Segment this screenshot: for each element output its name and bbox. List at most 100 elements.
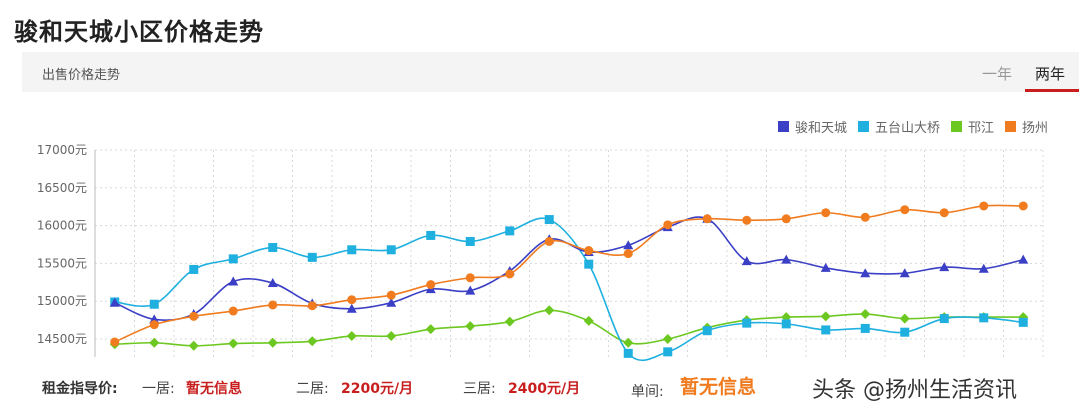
- legend-item-hanjiang[interactable]: 邗江: [951, 117, 994, 136]
- series-0-point: [109, 297, 120, 307]
- series-1-point: [1018, 317, 1028, 327]
- two-room-value: 2200元/月: [341, 381, 414, 397]
- chart-legend: 骏和天城 五台山大桥 邗江 扬州: [778, 117, 1059, 136]
- series-1-point: [584, 259, 594, 269]
- price-trend-tabbar: 出售价格走势 一年 两年: [22, 52, 1079, 92]
- series-1-point: [979, 313, 989, 323]
- legend-item-junhe[interactable]: 骏和天城: [778, 117, 847, 136]
- series-2-point: [504, 316, 515, 327]
- y-tick-label: 15000元: [37, 294, 87, 308]
- y-tick-label: 16000元: [37, 219, 87, 233]
- series-1-point: [939, 314, 949, 324]
- series-0-point: [228, 276, 239, 286]
- series-0-point: [860, 268, 871, 278]
- series-2-point: [346, 330, 357, 341]
- series-3-point: [781, 214, 791, 224]
- legend-label: 邗江: [968, 121, 995, 136]
- series-1-point: [228, 254, 238, 264]
- series-3-point: [1018, 201, 1028, 211]
- series-1-point: [189, 264, 199, 274]
- series-2-point: [307, 336, 318, 347]
- series-2-point: [386, 330, 397, 341]
- two-room-label: 二居:: [296, 381, 329, 397]
- series-3-point: [979, 201, 989, 211]
- tab-two-years[interactable]: 两年: [1035, 65, 1066, 83]
- legend-swatch: [858, 121, 870, 132]
- series-0-point: [1018, 254, 1029, 264]
- price-trend-chart: 14500元 15000元 15500元 16000元 16500元 17000元: [37, 143, 1044, 362]
- series-2-point: [544, 305, 555, 316]
- series-0-point: [267, 278, 278, 288]
- series-0-point: [346, 303, 357, 313]
- series-3-point: [110, 337, 120, 347]
- series-0-point: [741, 256, 752, 266]
- series-1-point: [465, 236, 475, 246]
- series-3-point: [663, 220, 673, 230]
- series-1-point: [386, 245, 396, 255]
- series-3-point: [584, 246, 594, 256]
- series-2-point: [583, 315, 594, 326]
- series-0-point: [939, 262, 950, 272]
- series-0-point: [978, 263, 989, 273]
- series-1-point: [426, 230, 436, 240]
- series-1-point: [821, 325, 831, 335]
- tabbar-label: 出售价格走势: [42, 68, 121, 83]
- legend-item-wutaishan[interactable]: 五台山大桥: [858, 117, 940, 136]
- series-2-point: [149, 337, 160, 348]
- y-tick-label: 17000元: [37, 143, 87, 157]
- series-2-point: [465, 321, 476, 332]
- series-0-line: [114, 216, 1024, 322]
- series-1-point: [742, 318, 752, 328]
- legend-swatch: [1005, 121, 1017, 132]
- y-tick-label: 15500元: [37, 256, 87, 270]
- series-3-point: [347, 295, 357, 305]
- series-2-point: [662, 334, 673, 344]
- series-0-point: [781, 254, 792, 264]
- legend-swatch: [778, 121, 789, 132]
- series-0-point: [899, 268, 910, 278]
- series-2-point: [899, 313, 910, 324]
- series-1-point: [781, 319, 791, 329]
- unit-room-label: 单间:: [631, 384, 664, 400]
- series-0-point: [386, 297, 397, 307]
- series-0-point: [820, 262, 831, 272]
- series-1-point: [544, 215, 554, 225]
- series-1-point: [268, 243, 278, 253]
- series-3-point: [939, 208, 949, 218]
- legend-item-yangzhou[interactable]: 扬州: [1005, 117, 1048, 136]
- series-3-point: [505, 269, 515, 279]
- series-3-point: [860, 212, 870, 222]
- three-room-value: 2400元/月: [508, 381, 581, 397]
- series-3-point: [268, 300, 278, 310]
- series-3-point: [900, 205, 910, 215]
- series-1-point: [505, 226, 515, 236]
- rent-guide-footer: 租金指导价: 一居: 暂无信息 二居: 2200元/月 三居: 2400元/月 …: [0, 374, 1080, 404]
- series-3-point: [702, 214, 712, 224]
- series-2-point: [623, 337, 634, 348]
- page-title: 骏和天城小区价格走势: [14, 18, 264, 46]
- three-room-label: 三居:: [463, 381, 496, 397]
- legend-label: 扬州: [1022, 121, 1049, 136]
- series-3-point: [307, 301, 317, 311]
- legend-swatch: [951, 121, 963, 132]
- series-3-point: [149, 320, 159, 330]
- series-2-point: [860, 309, 871, 320]
- active-tab-underline: [1025, 89, 1079, 92]
- y-tick-label: 14500元: [37, 332, 87, 346]
- legend-label: 骏和天城: [795, 121, 848, 136]
- tab-one-year[interactable]: 一年: [982, 65, 1013, 83]
- one-room-label: 一居:: [142, 381, 175, 397]
- series-2-point: [425, 324, 436, 335]
- unit-room-value: 暂无信息: [680, 376, 757, 398]
- series-2-point: [228, 338, 239, 349]
- series-3-point: [465, 273, 475, 283]
- series-3-point: [544, 236, 554, 246]
- legend-label: 五台山大桥: [875, 121, 941, 136]
- series-1-point: [702, 326, 712, 336]
- series-1-point: [307, 252, 317, 262]
- series-1-point: [347, 245, 357, 255]
- series-3-point: [189, 311, 199, 321]
- series-0-point: [623, 240, 634, 250]
- series-3-point: [426, 280, 436, 290]
- series-2-point: [188, 340, 199, 351]
